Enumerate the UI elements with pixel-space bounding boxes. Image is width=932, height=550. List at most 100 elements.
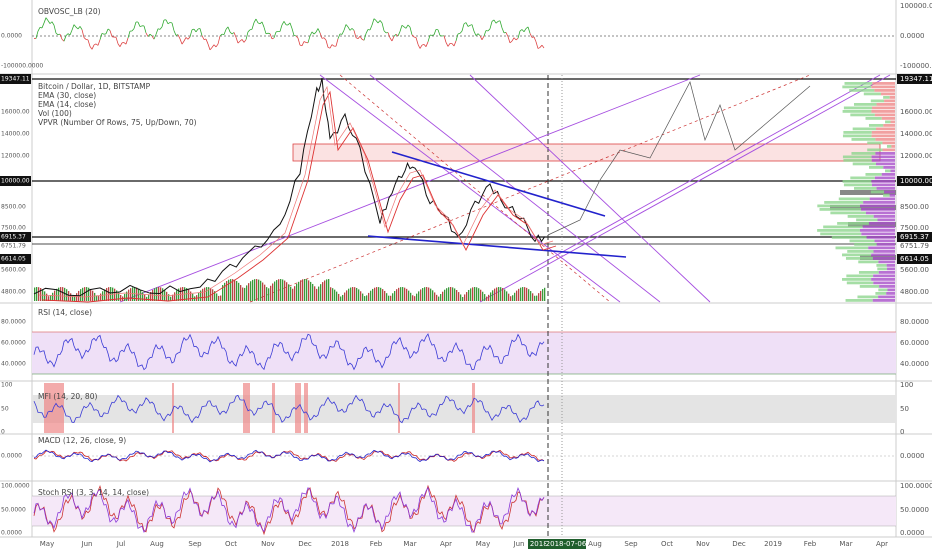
- obv-seg: [415, 37, 419, 45]
- vpvr-up: [851, 152, 876, 155]
- time-label: Nov: [696, 540, 710, 548]
- obv-seg: [427, 34, 431, 42]
- obv-seg: [443, 35, 447, 43]
- volume-bar: [504, 289, 506, 301]
- obv-seg: [193, 28, 197, 33]
- obv-seg: [339, 33, 343, 35]
- volume-bar: [150, 291, 152, 301]
- volume-bar: [540, 290, 542, 301]
- obv-seg: [245, 31, 249, 40]
- obv-seg: [249, 28, 253, 31]
- volume-bar: [334, 289, 336, 301]
- obv-seg: [271, 37, 275, 40]
- time-label: 2019: [764, 540, 782, 548]
- obv-seg: [155, 28, 159, 35]
- obv-seg: [145, 32, 149, 37]
- obv-seg: [389, 37, 393, 42]
- volume-bar: [164, 289, 166, 301]
- obv-seg: [233, 32, 237, 38]
- vpvr-down: [874, 176, 895, 180]
- obv-seg: [401, 24, 405, 28]
- right-tick: 40.0000: [900, 360, 929, 368]
- vpvr-down: [886, 292, 895, 295]
- obv-seg: [493, 19, 497, 24]
- volume-bar: [146, 296, 148, 301]
- volume-bar: [284, 280, 286, 301]
- obv-seg: [263, 27, 267, 34]
- volume-bar: [520, 287, 522, 301]
- obv-seg: [391, 36, 395, 42]
- volume-bar: [88, 287, 90, 301]
- volume-bar: [214, 291, 216, 301]
- vpvr-up: [847, 215, 874, 218]
- volume-bar: [542, 289, 544, 301]
- volume-bar: [330, 287, 332, 301]
- volume-bar: [512, 295, 514, 301]
- obv-seg: [89, 46, 93, 50]
- volume-bar: [430, 288, 432, 301]
- time-label: May: [476, 540, 490, 548]
- volume-bar: [102, 291, 104, 301]
- vpvr-down: [863, 201, 895, 204]
- obv-seg: [85, 39, 89, 41]
- volume-bar: [536, 295, 538, 301]
- volume-bar: [64, 287, 66, 301]
- vpvr-up: [859, 285, 880, 288]
- obv-seg: [411, 34, 415, 38]
- volume-bar: [226, 281, 228, 301]
- vpvr-up: [858, 271, 879, 274]
- time-label: Mar: [839, 540, 852, 548]
- right-tick: 5600.00: [900, 266, 929, 274]
- obv-seg: [499, 20, 503, 28]
- obv-seg: [181, 40, 185, 45]
- obv-seg: [341, 30, 345, 35]
- vpvr-down: [891, 145, 895, 148]
- vpvr-up: [842, 155, 872, 159]
- vpvr-up: [831, 236, 867, 239]
- vpvr-down: [874, 113, 895, 117]
- volume-bar: [200, 290, 202, 301]
- vpvr-down: [872, 299, 895, 302]
- obv-seg: [57, 33, 61, 36]
- volume-bar: [84, 287, 86, 301]
- drawings: [0, 0, 932, 538]
- obv-seg: [281, 21, 285, 26]
- time-label: Sep: [624, 540, 638, 548]
- volume-bar: [174, 292, 176, 301]
- obv-seg: [167, 22, 171, 25]
- vpvr-down: [887, 267, 895, 271]
- volume-bar: [298, 281, 300, 301]
- obv-seg: [201, 35, 205, 40]
- obv-seg: [257, 22, 261, 25]
- obv-seg: [223, 29, 227, 35]
- obv-seg: [421, 44, 425, 46]
- vpvr-down: [874, 89, 895, 92]
- right-tick: 14000.00: [900, 130, 932, 138]
- obv-seg: [79, 26, 83, 30]
- vpvr-down: [871, 85, 895, 89]
- vpvr-up: [830, 211, 866, 215]
- volume-bar: [476, 287, 478, 301]
- time-label: Feb: [370, 540, 383, 548]
- pane-label: OBVOSC_LB (20): [38, 7, 101, 16]
- volume-bar: [388, 295, 390, 301]
- volume-bar: [152, 289, 154, 301]
- volume-bar: [318, 286, 320, 301]
- obv-seg: [273, 31, 277, 39]
- obv-seg: [91, 44, 95, 50]
- obv-seg: [431, 34, 435, 36]
- obv-seg: [529, 33, 533, 38]
- volume-bar: [74, 295, 76, 301]
- vpvr-up: [875, 292, 887, 295]
- obv-seg: [283, 21, 287, 26]
- obv-seg: [183, 37, 187, 42]
- obv-seg: [539, 44, 543, 48]
- obv-seg: [521, 29, 525, 33]
- vpvr-up: [817, 204, 861, 208]
- volume-bar: [316, 288, 318, 301]
- left-tick: 16000.00: [1, 109, 30, 116]
- vpvr-up: [853, 103, 877, 106]
- volume-bar: [262, 282, 264, 301]
- volume-bar: [70, 293, 72, 301]
